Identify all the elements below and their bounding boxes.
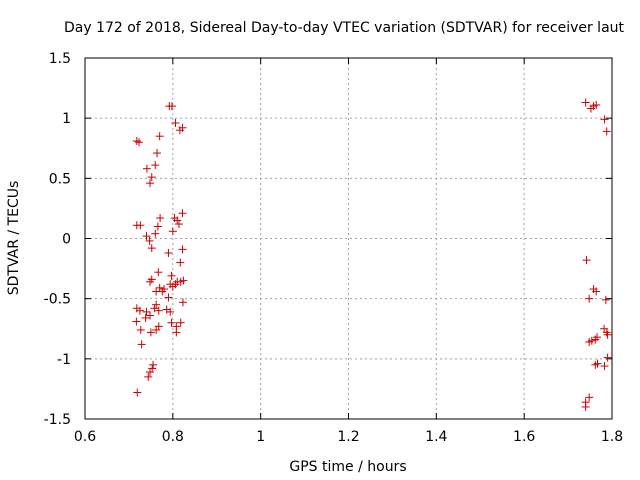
y-tick-label: 1 — [62, 111, 71, 127]
data-point — [147, 173, 156, 182]
y-tick-label: -1.5 — [44, 412, 71, 428]
data-point — [145, 277, 154, 286]
data-point — [603, 330, 612, 339]
data-point — [585, 393, 594, 402]
data-points — [132, 98, 612, 411]
x-tick-label: 0.8 — [162, 429, 184, 445]
data-point — [156, 214, 165, 223]
y-axis-label: SDTVAR / TECUs — [6, 181, 22, 296]
data-point — [145, 236, 154, 245]
data-point — [178, 245, 187, 254]
data-point — [142, 232, 151, 241]
data-point — [164, 293, 173, 302]
data-point — [582, 256, 591, 265]
data-point — [178, 209, 187, 218]
y-tick-label: -0.5 — [44, 292, 71, 308]
data-point — [173, 216, 182, 225]
data-point — [592, 100, 601, 109]
data-point — [167, 271, 176, 280]
data-point — [164, 248, 173, 257]
x-tick-label: 1.8 — [601, 429, 623, 445]
data-point — [593, 359, 602, 368]
y-tick-label: 0.5 — [49, 171, 71, 187]
data-point — [587, 336, 596, 345]
data-point — [144, 372, 153, 381]
data-point — [603, 353, 612, 362]
data-point — [581, 98, 590, 107]
data-point — [154, 306, 163, 315]
data-point — [132, 317, 141, 326]
data-point — [142, 307, 151, 316]
x-tick-label: 1 — [256, 429, 265, 445]
data-point — [152, 300, 161, 309]
data-point — [178, 298, 187, 307]
data-point — [600, 362, 609, 371]
data-point — [154, 322, 163, 331]
x-tick-label: 1.6 — [513, 429, 535, 445]
data-point — [155, 132, 164, 141]
data-point — [167, 318, 176, 327]
data-point — [145, 368, 154, 377]
data-point — [146, 328, 155, 337]
grid — [85, 58, 612, 419]
data-point — [137, 340, 146, 349]
data-point — [178, 123, 187, 132]
data-point — [602, 127, 611, 136]
data-point — [179, 276, 188, 285]
data-point — [154, 268, 163, 277]
data-point — [150, 304, 159, 313]
data-point — [166, 307, 175, 316]
data-point — [593, 333, 602, 342]
data-point — [136, 325, 145, 334]
y-tick-label: 0 — [62, 232, 71, 248]
data-point — [172, 328, 181, 337]
data-point — [585, 294, 594, 303]
data-point — [171, 280, 180, 289]
data-point — [132, 137, 141, 146]
y-tick-label: 1.5 — [49, 51, 71, 67]
x-tick-label: 1.2 — [337, 429, 359, 445]
data-point — [142, 164, 151, 173]
data-point — [145, 179, 154, 188]
data-point — [168, 227, 177, 236]
data-point — [153, 222, 162, 231]
data-point — [176, 258, 185, 267]
data-point — [592, 287, 601, 296]
data-point — [135, 306, 144, 315]
data-point — [600, 115, 609, 124]
data-point — [149, 360, 158, 369]
plot-frame — [84, 57, 613, 420]
data-point — [148, 364, 157, 373]
data-point — [591, 360, 600, 369]
axis-ticks: 0.6 0.8 1 1.2 1.4 1.6 1.8 -1.5 -1 -0.5 0 0.5 1 1.5 — [44, 51, 623, 445]
data-point — [135, 138, 144, 147]
data-point — [167, 102, 176, 111]
data-point — [153, 149, 162, 158]
data-point — [158, 287, 167, 296]
data-point — [581, 402, 590, 411]
data-point — [176, 318, 185, 327]
data-point — [171, 118, 180, 127]
data-point — [147, 244, 156, 253]
data-point — [141, 313, 150, 322]
data-point — [601, 295, 610, 304]
data-point — [151, 229, 160, 238]
y-tick-label: -1 — [57, 352, 71, 368]
data-point — [136, 221, 145, 230]
data-point — [174, 220, 183, 229]
data-point — [151, 161, 160, 170]
x-tick-label: 1.4 — [425, 429, 447, 445]
x-axis-label: GPS time / hours — [289, 459, 406, 475]
chart-title: Day 172 of 2018, Sidereal Day-to-day VTE… — [64, 20, 625, 36]
x-tick-label: 0.6 — [74, 429, 96, 445]
data-point — [145, 311, 154, 320]
data-point — [133, 388, 142, 397]
